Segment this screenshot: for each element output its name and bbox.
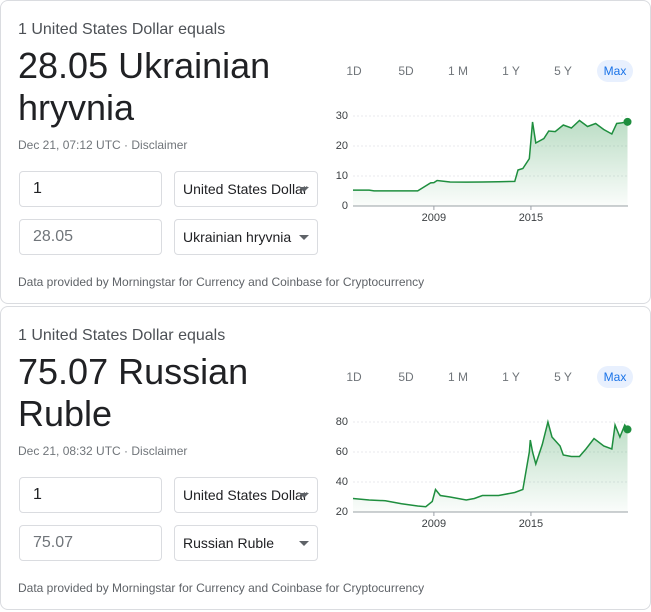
- y-tick-label: 30: [336, 110, 348, 122]
- currency-select[interactable]: United States Dollar: [174, 477, 318, 513]
- range-tab[interactable]: 5 Y: [554, 64, 572, 78]
- y-tick-label: 20: [336, 140, 348, 152]
- y-tick-label: 80: [336, 416, 348, 428]
- amount-input[interactable]: 28.05: [19, 219, 162, 255]
- converter-card: 1 United States Dollar equals 75.07 Russi…: [0, 306, 651, 610]
- y-tick-label: 20: [336, 506, 348, 518]
- y-tick-label: 0: [342, 200, 348, 212]
- y-tick-label: 10: [336, 170, 348, 182]
- chart: 20 40 60 80 2009 2015: [336, 416, 632, 530]
- converter-card: 1 United States Dollar equals 28.05 Ukrai…: [0, 0, 651, 304]
- x-tick-label: 2015: [519, 518, 543, 530]
- range-tab[interactable]: 5D: [398, 64, 414, 78]
- range-tab[interactable]: 5D: [398, 370, 414, 384]
- line: [353, 119, 628, 192]
- currency-select[interactable]: Ukrainian hryvnia: [174, 219, 318, 255]
- amount-input[interactable]: 1: [19, 171, 162, 207]
- footer: Data provided by Morningstar for Currenc…: [18, 581, 425, 595]
- x-tick-label: 2009: [422, 212, 446, 224]
- y-tick-label: 60: [336, 446, 348, 458]
- amount-input[interactable]: 1: [19, 477, 162, 513]
- range-tab[interactable]: 1 M: [447, 64, 468, 78]
- header: 1 United States Dollar equals: [18, 21, 226, 38]
- chart: 0 10 20 30 2009 2015: [336, 110, 632, 224]
- range-tab[interactable]: 1D: [346, 370, 362, 384]
- timestamp: Dec 21, 07:12 UTC · Disclaimer: [18, 138, 188, 152]
- line: [352, 419, 629, 508]
- headline: 28.05 Ukrainian hryvnia: [18, 45, 271, 128]
- area: [353, 120, 628, 206]
- dropdown-arrow: [299, 541, 309, 546]
- header: 1 United States Dollar equals: [18, 327, 226, 344]
- dropdown-arrow: [299, 235, 309, 240]
- x-tick-label: 2015: [519, 212, 543, 224]
- headline: 75.07 Russian Ruble: [18, 351, 249, 434]
- last-point: [623, 117, 632, 126]
- range-tab[interactable]: 1 Y: [502, 64, 520, 78]
- range-tab[interactable]: 1 Y: [502, 370, 520, 384]
- currency-select[interactable]: United States Dollar: [174, 171, 318, 207]
- dropdown-arrow: [299, 187, 309, 192]
- footer: Data provided by Morningstar for Currenc…: [18, 275, 425, 289]
- timestamp: Dec 21, 08:32 UTC · Disclaimer: [18, 444, 188, 458]
- last-point: [623, 425, 632, 434]
- dropdown-arrow: [299, 493, 309, 498]
- range-tab[interactable]: Max: [597, 366, 633, 388]
- area: [353, 422, 628, 512]
- range-tab[interactable]: 5 Y: [554, 370, 572, 384]
- y-tick-label: 40: [336, 476, 348, 488]
- range-tab[interactable]: 1 M: [447, 370, 468, 384]
- range-tab[interactable]: Max: [597, 60, 633, 82]
- currency-select[interactable]: Russian Ruble: [174, 525, 318, 561]
- amount-input[interactable]: 75.07: [19, 525, 162, 561]
- x-tick-label: 2009: [422, 518, 446, 530]
- range-tab[interactable]: 1D: [346, 64, 362, 78]
